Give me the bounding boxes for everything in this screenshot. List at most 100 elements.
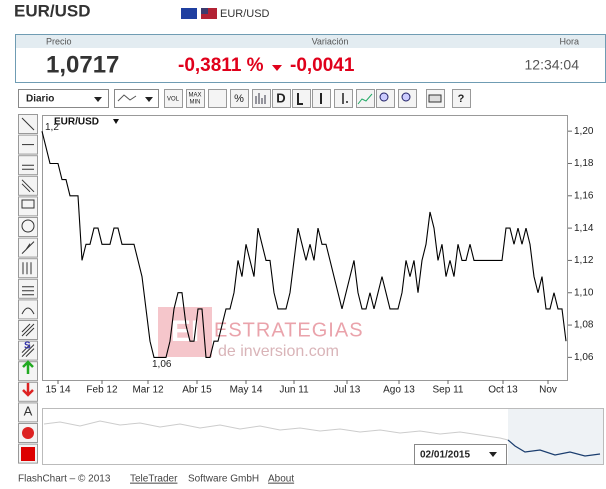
- footer-about[interactable]: About: [268, 474, 294, 485]
- tool-icon: [21, 344, 35, 357]
- toolbar-button[interactable]: [164, 89, 183, 108]
- x-tick-label: Sep 11: [433, 385, 464, 396]
- tool-icon: [21, 307, 35, 315]
- toolbar-icon: [342, 93, 348, 104]
- series-name[interactable]: EUR/USD: [54, 117, 99, 128]
- annotation: 1,06: [152, 359, 172, 370]
- tool-button[interactable]: [18, 402, 38, 423]
- toolbar-button-label[interactable]: MIN: [190, 100, 201, 106]
- toolbar-icon: [428, 94, 442, 103]
- tool-icon: [21, 323, 35, 337]
- quote-label: Variación: [312, 36, 349, 46]
- footer-suffix: Software GmbH: [188, 474, 259, 485]
- footer-prefix: FlashChart – © 2013: [18, 474, 111, 485]
- x-tick-label: Nov: [539, 385, 557, 396]
- quote-header: [16, 35, 605, 48]
- chart-type-icon: [117, 94, 137, 102]
- tool-icon: [21, 179, 35, 193]
- y-tick-label: 1,14: [574, 223, 594, 234]
- eu-flag: [181, 8, 197, 19]
- dropdown-arrow: [94, 97, 102, 102]
- time: 12:34:04: [525, 57, 580, 73]
- x-tick-label: May 14: [230, 385, 263, 396]
- tool-icon: [21, 199, 35, 209]
- plot-frame: [42, 115, 568, 381]
- tool-icon: [21, 241, 35, 254]
- toolbar-button-label[interactable]: D: [276, 90, 285, 105]
- toolbar-button[interactable]: [186, 89, 205, 108]
- y-tick-label: 1,20: [574, 126, 594, 137]
- series-menu-arrow[interactable]: [113, 119, 119, 124]
- x-tick-label: Abr 15: [182, 385, 212, 396]
- change-abs: -0,0041: [290, 55, 355, 76]
- x-tick-label: 15 14: [45, 385, 70, 396]
- us-flag-canton: [201, 8, 208, 14]
- tool-icon: [21, 219, 35, 233]
- tool-icon: [22, 427, 34, 439]
- tool-column: SA: [18, 114, 38, 464]
- tool-icon: [22, 360, 34, 374]
- period-select[interactable]: [18, 89, 109, 108]
- x-tick-label: Jun 11: [279, 385, 309, 396]
- price: 1,0717: [46, 51, 119, 78]
- down-arrow: [272, 65, 282, 71]
- tool-button[interactable]: [18, 299, 38, 320]
- dropdown-arrow: [489, 452, 497, 457]
- tool-icon: [21, 117, 35, 131]
- y-tick-label: 1,16: [574, 190, 594, 201]
- footer-company[interactable]: TeleTrader: [130, 474, 178, 485]
- toolbar-icon: [357, 93, 373, 105]
- toolbar-button[interactable]: [230, 89, 249, 108]
- toolbar-button[interactable]: [272, 89, 291, 108]
- tool-button[interactable]: [18, 278, 38, 299]
- navigator-history: [43, 420, 509, 441]
- date-box[interactable]: [414, 444, 507, 465]
- toolbar-icon: [379, 92, 389, 102]
- navigator-date[interactable]: 02/01/2015: [420, 450, 470, 461]
- y-tick-label: 1,06: [574, 352, 594, 363]
- period-label[interactable]: Diario: [26, 94, 54, 105]
- toolbar-button-label[interactable]: VOL: [167, 97, 180, 103]
- chart-type-select[interactable]: [114, 89, 159, 108]
- toolbar-button[interactable]: [208, 89, 227, 108]
- y-tick-label: 1,10: [574, 287, 594, 298]
- change-pct: -0,3811 %: [178, 55, 264, 76]
- navigator-selected-line: [507, 439, 601, 457]
- toolbar-icon: [297, 93, 303, 105]
- annotation: 1,2: [45, 122, 59, 133]
- y-tick-label: 1,08: [574, 320, 594, 331]
- us-flag: [201, 8, 217, 19]
- page-title: EUR/USD: [14, 1, 91, 20]
- toolbar-icon: [255, 93, 266, 104]
- x-tick-label: Oct 13: [488, 385, 518, 396]
- toolbar-button[interactable]: [356, 89, 375, 108]
- tool-button[interactable]: [18, 196, 38, 217]
- tool-icon: [22, 164, 34, 170]
- quote-label: Precio: [46, 36, 72, 46]
- x-tick-label: Feb 12: [86, 385, 118, 396]
- toolbar-icon: [401, 92, 411, 102]
- quote-label: Hora: [559, 36, 579, 46]
- pair-label: EUR/USD: [220, 8, 270, 20]
- tool-label[interactable]: A: [24, 403, 33, 418]
- tool-icon: [22, 383, 34, 397]
- x-tick-label: Mar 12: [132, 385, 164, 396]
- x-tick-label: Jul 13: [334, 385, 361, 396]
- tool-icon: [22, 286, 34, 296]
- tool-icon: [22, 262, 32, 275]
- x-tick-label: Ago 13: [383, 385, 415, 396]
- tool-label[interactable]: S: [24, 341, 31, 352]
- y-tick-label: 1,12: [574, 255, 594, 266]
- toolbar-button-label[interactable]: ?: [458, 93, 465, 105]
- dropdown-arrow: [145, 97, 153, 102]
- toolbar-button-label[interactable]: MAX: [188, 93, 201, 99]
- tool-icon: [21, 447, 35, 461]
- toolbar-button[interactable]: [452, 89, 471, 108]
- tool-button[interactable]: [18, 258, 38, 279]
- watermark-line1: ESTRATEGIAS: [214, 319, 364, 341]
- y-tick-label: 1,18: [574, 158, 594, 169]
- toolbar-button-label[interactable]: %: [234, 93, 244, 105]
